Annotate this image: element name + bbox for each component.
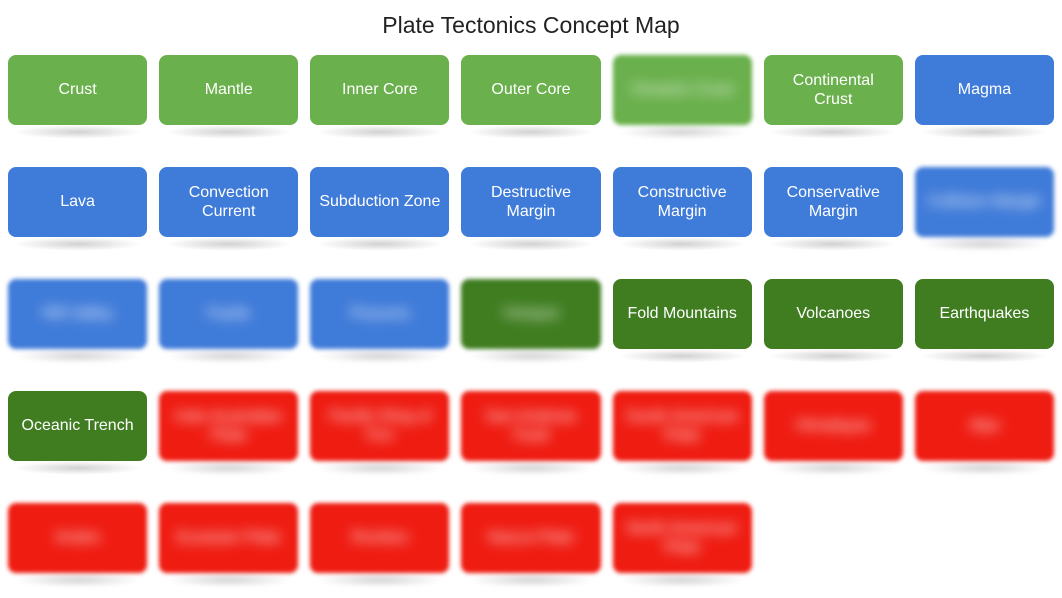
concept-cell[interactable]: San Andreas Fault [461, 391, 600, 461]
concept-cell-label: Continental Crust [772, 71, 895, 109]
concept-cell-label: Convection Current [167, 183, 290, 221]
concept-cell[interactable]: Faults [159, 279, 298, 349]
concept-cell[interactable]: Rockies [310, 503, 449, 573]
concept-cell[interactable]: Mantle [159, 55, 298, 125]
concept-cell[interactable]: Hotspot [461, 279, 600, 349]
concept-cell[interactable]: Nazca Plate [461, 503, 600, 573]
concept-cell-label: Magma [958, 80, 1011, 99]
concept-cell[interactable]: Eurasian Plate [159, 503, 298, 573]
concept-cell-label: Eurasian Plate [177, 528, 281, 547]
concept-cell-label: Mantle [205, 80, 253, 99]
concept-cell[interactable]: Alps [915, 391, 1054, 461]
concept-cell[interactable]: Volcanoes [764, 279, 903, 349]
concept-cell-label: Rift Valley [42, 304, 113, 323]
concept-cell-label: Earthquakes [939, 304, 1029, 323]
concept-cell-label: Andes [55, 528, 100, 547]
concept-cell-label: Fold Mountains [627, 304, 736, 323]
concept-cell[interactable]: Constructive Margin [613, 167, 752, 237]
concept-cell-label: Collision Margin [928, 192, 1042, 211]
page-title: Plate Tectonics Concept Map [8, 12, 1054, 39]
concept-cell[interactable]: Indo-Australian Plate [159, 391, 298, 461]
concept-cell[interactable]: Rift Valley [8, 279, 147, 349]
concept-cell-label: Indo-Australian Plate [167, 407, 290, 445]
concept-cell[interactable]: Conservative Margin [764, 167, 903, 237]
concept-cell-label: Volcanoes [796, 304, 870, 323]
concept-cell-label: Nazca Plate [488, 528, 574, 547]
concept-cell-label: Destructive Margin [469, 183, 592, 221]
concept-cell-label: Fissures [350, 304, 410, 323]
concept-cell-label: Oceanic Trench [22, 416, 134, 435]
concept-cell[interactable]: Outer Core [461, 55, 600, 125]
concept-cell-label: Constructive Margin [621, 183, 744, 221]
concept-cell[interactable]: Magma [915, 55, 1054, 125]
concept-cell[interactable]: Fold Mountains [613, 279, 752, 349]
concept-cell[interactable]: Oceanic Trench [8, 391, 147, 461]
concept-cell[interactable]: South American Plate [613, 391, 752, 461]
concept-cell-label: Himalayas [796, 416, 871, 435]
concept-grid: Crust Mantle Inner Core Outer Core Oceanic C… [8, 55, 1054, 573]
concept-cell[interactable]: Inner Core [310, 55, 449, 125]
concept-cell-label: San Andreas Fault [469, 407, 592, 445]
concept-cell[interactable]: Pacific Ring of Fire [310, 391, 449, 461]
concept-cell[interactable]: Earthquakes [915, 279, 1054, 349]
concept-cell[interactable]: Convection Current [159, 167, 298, 237]
concept-cell-label: Outer Core [491, 80, 570, 99]
concept-cell[interactable]: Andes [8, 503, 147, 573]
concept-cell-label: Conservative Margin [772, 183, 895, 221]
concept-cell-label: Oceanic Crust [631, 80, 732, 99]
concept-cell-label: Subduction Zone [319, 192, 440, 211]
concept-cell-label: Crust [58, 80, 96, 99]
concept-cell[interactable]: Collision Margin [915, 167, 1054, 237]
concept-cell[interactable]: Subduction Zone [310, 167, 449, 237]
concept-cell[interactable]: Oceanic Crust [613, 55, 752, 125]
concept-cell-label: Lava [60, 192, 95, 211]
concept-cell-label: South American Plate [621, 407, 744, 445]
concept-cell[interactable]: Destructive Margin [461, 167, 600, 237]
concept-cell[interactable]: Lava [8, 167, 147, 237]
concept-cell-label: Inner Core [342, 80, 418, 99]
concept-map: Plate Tectonics Concept Map Crust Mantle I… [0, 0, 1062, 585]
concept-cell-label: Alps [969, 416, 1000, 435]
concept-cell[interactable]: North American Plate [613, 503, 752, 573]
concept-cell-label: Hotspot [503, 304, 558, 323]
concept-cell[interactable]: Continental Crust [764, 55, 903, 125]
concept-cell-label: Rockies [351, 528, 408, 547]
concept-cell-label: Pacific Ring of Fire [318, 407, 441, 445]
concept-cell[interactable]: Himalayas [764, 391, 903, 461]
concept-cell-label: Faults [207, 304, 251, 323]
concept-cell-label: North American Plate [621, 519, 744, 557]
concept-cell[interactable]: Fissures [310, 279, 449, 349]
concept-cell[interactable]: Crust [8, 55, 147, 125]
